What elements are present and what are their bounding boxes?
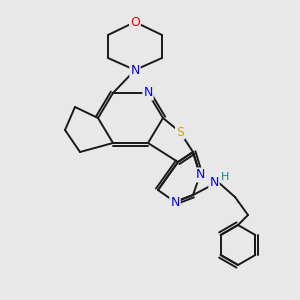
Text: N: N (195, 169, 205, 182)
Text: H: H (221, 172, 229, 182)
Text: S: S (176, 125, 184, 139)
Text: N: N (130, 64, 140, 76)
Text: N: N (209, 176, 219, 188)
Text: N: N (170, 196, 180, 208)
Text: N: N (143, 86, 153, 100)
Text: O: O (130, 16, 140, 28)
